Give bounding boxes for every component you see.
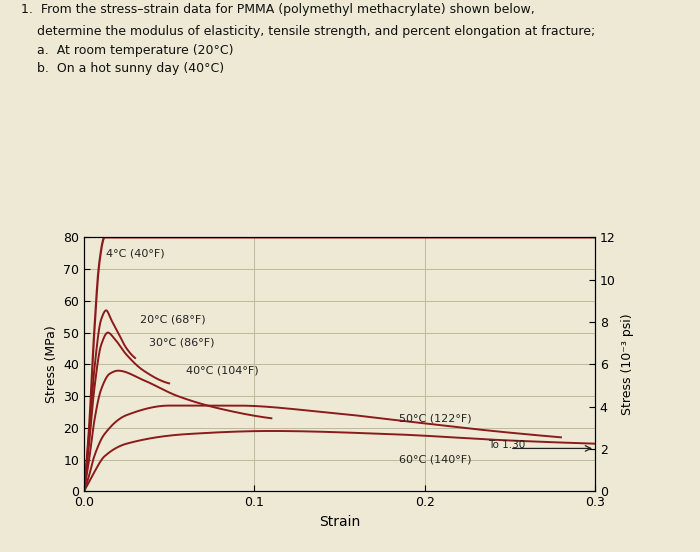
Text: b.  On a hot sunny day (40°C): b. On a hot sunny day (40°C)	[21, 62, 224, 75]
Text: 50°C (122°F): 50°C (122°F)	[399, 413, 472, 423]
Text: determine the modulus of elasticity, tensile strength, and percent elongation at: determine the modulus of elasticity, ten…	[21, 25, 595, 38]
Text: 60°C (140°F): 60°C (140°F)	[399, 454, 472, 465]
Text: a.  At room temperature (20°C): a. At room temperature (20°C)	[21, 44, 234, 57]
Text: 4°C (40°F): 4°C (40°F)	[106, 248, 164, 258]
Y-axis label: Stress (MPa): Stress (MPa)	[45, 326, 57, 403]
Y-axis label: Stress (10⁻³ psi): Stress (10⁻³ psi)	[622, 314, 634, 415]
Text: To 1.30: To 1.30	[488, 440, 525, 450]
Text: 40°C (104°F): 40°C (104°F)	[186, 365, 259, 376]
Text: 1.  From the stress–strain data for PMMA (polymethyl methacrylate) shown below,: 1. From the stress–strain data for PMMA …	[21, 3, 535, 16]
Text: 30°C (86°F): 30°C (86°F)	[148, 337, 214, 347]
Text: 20°C (68°F): 20°C (68°F)	[140, 315, 206, 325]
X-axis label: Strain: Strain	[319, 514, 360, 529]
